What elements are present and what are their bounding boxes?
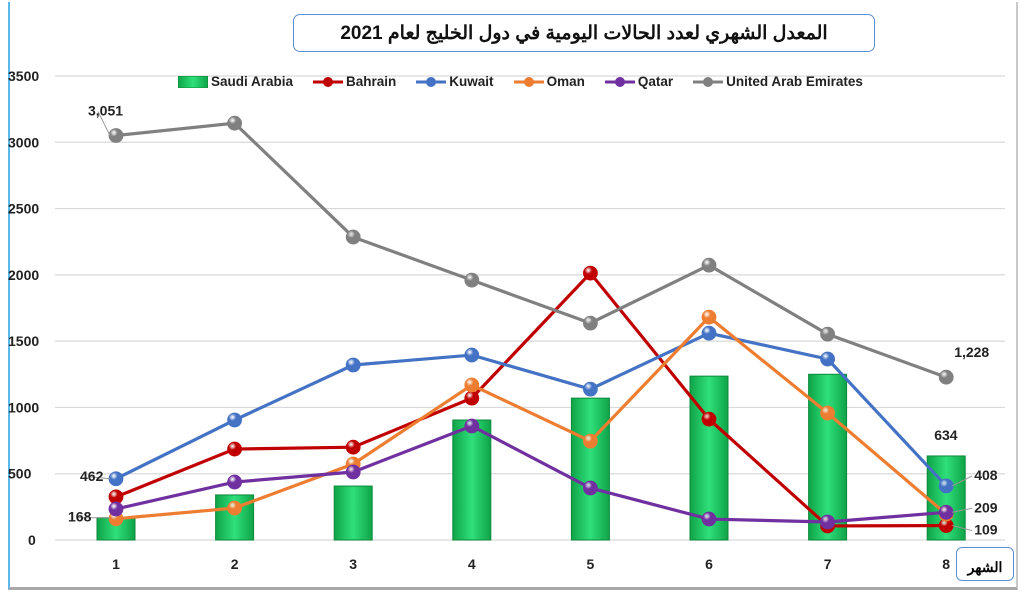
legend-label: Saudi Arabia xyxy=(211,74,294,89)
legend: Saudi Arabia Bahrain Kuwait Oman Qatar United… xyxy=(178,74,863,89)
point-bahrain xyxy=(464,390,480,406)
data-label: 634 xyxy=(934,427,958,443)
data-label-leader xyxy=(952,507,973,513)
data-label-leader xyxy=(97,111,111,136)
y-tick-label: 2000 xyxy=(8,267,39,283)
point-united-arab-emirates xyxy=(227,115,243,131)
legend-item: Saudi Arabia xyxy=(178,74,293,89)
x-tick-label: 1 xyxy=(112,556,120,572)
legend-item: United Arab Emirates xyxy=(693,74,863,89)
point-kuwait xyxy=(938,478,954,494)
legend-item: Oman xyxy=(513,74,585,89)
point-oman xyxy=(701,309,717,325)
point-kuwait xyxy=(108,471,124,487)
point-bahrain xyxy=(701,411,717,427)
data-label: 3,051 xyxy=(88,103,123,119)
data-label: 209 xyxy=(974,499,998,515)
x-tick-label: 8 xyxy=(942,556,950,572)
legend-item: Bahrain xyxy=(313,74,396,89)
point-oman xyxy=(583,433,598,449)
x-tick-label: 2 xyxy=(231,556,239,572)
point-kuwait xyxy=(345,357,361,373)
data-label: 408 xyxy=(974,467,998,483)
data-label: 109 xyxy=(974,522,998,538)
data-label: 462 xyxy=(80,468,104,484)
legend-item: Kuwait xyxy=(416,74,494,89)
point-bahrain xyxy=(345,439,361,455)
bar-saudi-arabia xyxy=(570,397,610,541)
legend-item: Qatar xyxy=(604,74,674,89)
point-bahrain xyxy=(227,441,243,457)
x-tick-label: 3 xyxy=(349,556,357,572)
point-qatar xyxy=(464,418,480,434)
legend-label: Kuwait xyxy=(449,74,494,89)
legend-label: United Arab Emirates xyxy=(726,74,863,89)
bar-saudi-arabia xyxy=(333,485,373,541)
point-kuwait xyxy=(583,381,598,397)
legend-label: Oman xyxy=(546,74,585,89)
point-kuwait xyxy=(820,351,835,367)
chart-frame xyxy=(8,2,1018,590)
point-united-arab-emirates xyxy=(938,369,954,385)
point-oman xyxy=(227,500,243,516)
point-united-arab-emirates xyxy=(820,326,835,342)
point-united-arab-emirates xyxy=(701,257,717,273)
point-qatar xyxy=(227,474,243,490)
data-label-leader xyxy=(952,525,973,532)
data-label: 168 xyxy=(68,509,92,525)
line-qatar xyxy=(115,424,947,524)
legend-swatch-bar xyxy=(178,75,208,88)
point-qatar xyxy=(583,480,598,496)
point-oman xyxy=(820,405,835,421)
y-tick-label: 2500 xyxy=(8,201,39,217)
point-kuwait xyxy=(227,412,243,428)
data-label-leader xyxy=(89,476,111,480)
point-qatar xyxy=(345,464,361,480)
legend-swatch-line xyxy=(416,76,447,87)
legend-label: Bahrain xyxy=(346,74,397,89)
legend-label: Qatar xyxy=(637,74,674,89)
bar-saudi-arabia xyxy=(452,419,492,541)
legend-swatch-line xyxy=(604,76,635,87)
y-tick-label: 3500 xyxy=(8,68,39,84)
line-united-arab-emirates xyxy=(115,121,947,379)
x-tick-label: 4 xyxy=(468,556,476,572)
point-qatar xyxy=(820,514,835,530)
x-axis-title: الشهر xyxy=(956,547,1014,581)
point-united-arab-emirates xyxy=(345,229,361,245)
point-qatar xyxy=(108,501,124,517)
data-label: 1,228 xyxy=(954,344,989,360)
y-tick-label: 500 xyxy=(8,466,32,482)
x-tick-label: 6 xyxy=(705,556,713,572)
point-kuwait xyxy=(701,325,717,341)
point-qatar xyxy=(938,504,954,520)
point-qatar xyxy=(701,511,717,527)
point-united-arab-emirates xyxy=(583,315,598,331)
y-tick-label: 3000 xyxy=(8,134,39,150)
point-united-arab-emirates xyxy=(108,128,124,143)
y-tick-label: 1000 xyxy=(8,399,39,415)
point-oman xyxy=(464,377,480,393)
point-kuwait xyxy=(464,347,480,363)
x-tick-label: 7 xyxy=(824,556,832,572)
line-bahrain xyxy=(115,270,947,528)
point-bahrain xyxy=(583,265,598,281)
legend-swatch-line xyxy=(313,76,344,87)
line-oman xyxy=(115,314,948,521)
y-tick-label: 1500 xyxy=(8,333,39,349)
y-tick-label: 0 xyxy=(28,532,36,548)
data-label-leader xyxy=(951,475,973,487)
chart-title: المعدل الشهري لعدد الحالات اليومية في دو… xyxy=(293,14,875,52)
x-tick-label: 5 xyxy=(587,556,595,572)
point-united-arab-emirates xyxy=(464,272,480,288)
legend-swatch-line xyxy=(513,76,544,87)
legend-swatch-line xyxy=(693,76,724,87)
line-kuwait xyxy=(115,331,948,488)
